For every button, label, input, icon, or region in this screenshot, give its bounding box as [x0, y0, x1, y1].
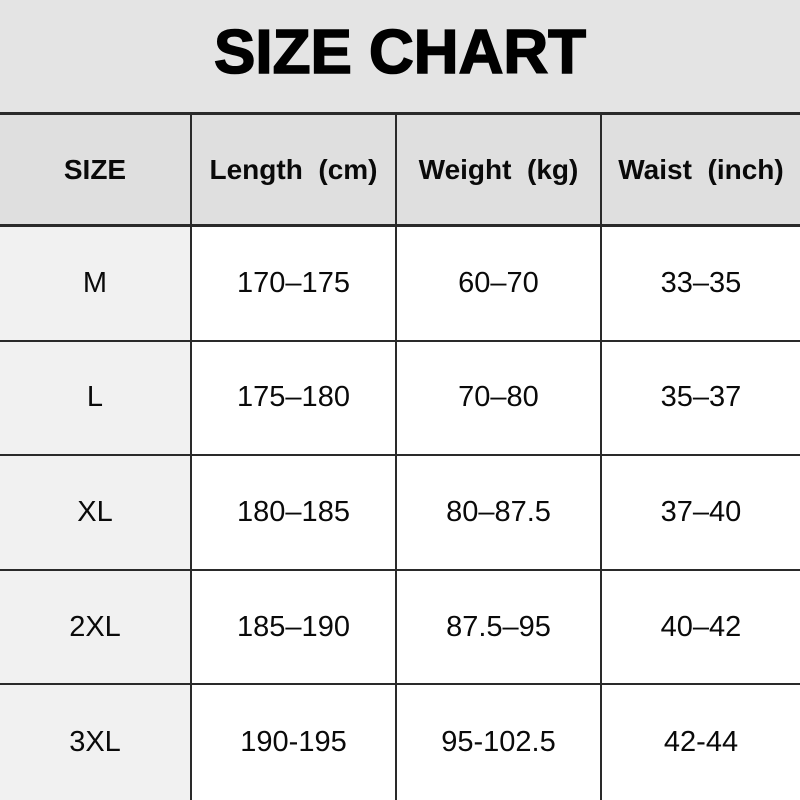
length-cell: 180–185 — [190, 456, 395, 571]
size-cell: 2XL — [0, 570, 190, 686]
waist-cell: 35–37 — [600, 341, 800, 457]
size-cell: XL — [0, 456, 190, 571]
weight-cell: 70–80 — [395, 341, 600, 457]
length-cell: 190-195 — [190, 685, 395, 800]
waist-cell: 40–42 — [600, 570, 800, 686]
weight-cell: 87.5–95 — [395, 570, 600, 686]
length-cell: 185–190 — [190, 570, 395, 686]
length-cell: 175–180 — [190, 341, 395, 457]
column-header-size: SIZE — [0, 115, 190, 227]
waist-cell: 42-44 — [600, 685, 800, 800]
size-chart-table: SIZE Length (cm) Weight (kg) Waist (inch… — [0, 112, 800, 800]
title-band: SIZE CHART — [0, 0, 800, 112]
weight-cell: 80–87.5 — [395, 456, 600, 571]
size-cell: 3XL — [0, 685, 190, 800]
size-cell: L — [0, 341, 190, 457]
waist-cell: 33–35 — [600, 227, 800, 342]
size-cell: M — [0, 227, 190, 342]
length-cell: 170–175 — [190, 227, 395, 342]
weight-cell: 95-102.5 — [395, 685, 600, 800]
column-header-length: Length (cm) — [190, 115, 395, 227]
waist-cell: 37–40 — [600, 456, 800, 571]
page-title: SIZE CHART — [213, 17, 587, 88]
column-header-weight: Weight (kg) — [395, 115, 600, 227]
weight-cell: 60–70 — [395, 227, 600, 342]
column-header-waist: Waist (inch) — [600, 115, 800, 227]
